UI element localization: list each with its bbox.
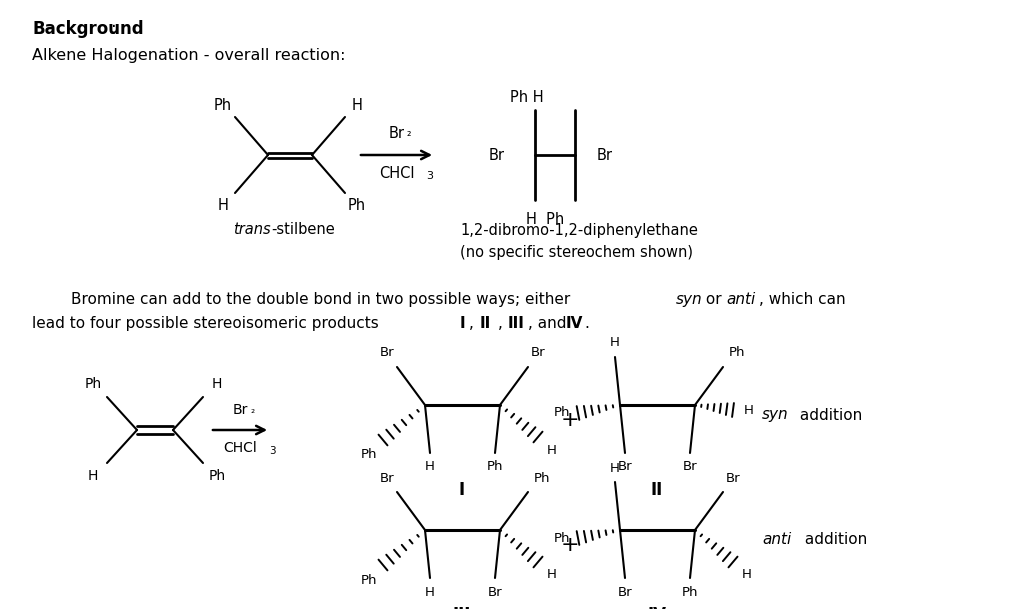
Text: :: : xyxy=(111,20,117,38)
Text: syn: syn xyxy=(676,292,702,307)
Text: ,: , xyxy=(469,316,479,331)
Text: H: H xyxy=(547,568,557,582)
Text: lead to four possible stereoisomeric products: lead to four possible stereoisomeric pro… xyxy=(32,316,384,331)
Text: Br: Br xyxy=(597,147,613,163)
Text: syn: syn xyxy=(762,407,788,423)
Text: (no specific stereochem shown): (no specific stereochem shown) xyxy=(460,244,693,259)
Text: H: H xyxy=(610,462,620,474)
Text: ,: , xyxy=(498,316,508,331)
Text: Br: Br xyxy=(489,147,505,163)
Text: +: + xyxy=(561,535,580,555)
Text: addition: addition xyxy=(795,407,862,423)
Text: , which can: , which can xyxy=(759,292,846,307)
Text: H: H xyxy=(742,568,752,582)
Text: CHCl: CHCl xyxy=(379,166,415,180)
Text: Ph: Ph xyxy=(214,97,232,113)
Text: 3: 3 xyxy=(269,446,275,456)
Text: trans: trans xyxy=(233,222,271,238)
Text: H  Ph: H Ph xyxy=(526,213,564,228)
Text: 3: 3 xyxy=(426,171,433,181)
Text: H: H xyxy=(425,460,435,474)
Text: H: H xyxy=(425,585,435,599)
Text: Ph: Ph xyxy=(348,197,366,213)
Text: anti: anti xyxy=(726,292,756,307)
Text: Background: Background xyxy=(32,20,143,38)
Text: ₂: ₂ xyxy=(407,128,412,138)
Text: , and: , and xyxy=(528,316,571,331)
Text: Ph: Ph xyxy=(682,585,698,599)
Text: Br: Br xyxy=(617,460,632,474)
Text: H: H xyxy=(88,469,98,483)
Text: anti: anti xyxy=(762,532,792,547)
Text: Ph: Ph xyxy=(209,469,225,483)
Text: Br: Br xyxy=(380,471,394,485)
Text: Br: Br xyxy=(232,403,248,417)
Text: H: H xyxy=(744,404,754,417)
Text: H: H xyxy=(212,377,222,391)
Text: Br: Br xyxy=(726,471,740,485)
Text: I: I xyxy=(459,481,465,499)
Text: -stilbene: -stilbene xyxy=(271,222,335,238)
Text: Ph H: Ph H xyxy=(510,91,544,105)
Text: Ph: Ph xyxy=(554,532,570,544)
Text: +: + xyxy=(561,410,580,430)
Text: Br: Br xyxy=(389,125,406,141)
Text: Ph: Ph xyxy=(534,471,550,485)
Text: Ph: Ph xyxy=(360,574,377,586)
Text: Br: Br xyxy=(530,347,546,359)
Text: Ph: Ph xyxy=(729,347,745,359)
Text: IV: IV xyxy=(566,316,584,331)
Text: III: III xyxy=(453,606,471,609)
Text: .: . xyxy=(584,316,589,331)
Text: H: H xyxy=(610,337,620,350)
Text: Ph: Ph xyxy=(84,377,101,391)
Text: Ph: Ph xyxy=(360,448,377,462)
Text: H: H xyxy=(351,97,362,113)
Text: H: H xyxy=(217,197,228,213)
Text: 1,2-dibromo-1,2-diphenylethane: 1,2-dibromo-1,2-diphenylethane xyxy=(460,222,698,238)
Text: Ph: Ph xyxy=(554,406,570,420)
Text: Bromine can add to the double bond in two possible ways; either: Bromine can add to the double bond in tw… xyxy=(32,292,575,307)
Text: H: H xyxy=(547,443,557,457)
Text: I: I xyxy=(460,316,466,331)
Text: Br: Br xyxy=(380,347,394,359)
Text: II: II xyxy=(480,316,492,331)
Text: Br: Br xyxy=(617,585,632,599)
Text: Br: Br xyxy=(683,460,697,474)
Text: Ph: Ph xyxy=(486,460,503,474)
Text: Alkene Halogenation - overall reaction:: Alkene Halogenation - overall reaction: xyxy=(32,48,345,63)
Text: addition: addition xyxy=(800,532,867,547)
Text: ₂: ₂ xyxy=(250,405,254,415)
Text: IV: IV xyxy=(647,606,667,609)
Text: II: II xyxy=(651,481,664,499)
Text: CHCl: CHCl xyxy=(223,441,257,455)
Text: III: III xyxy=(508,316,525,331)
Text: Br: Br xyxy=(487,585,503,599)
Text: or: or xyxy=(701,292,726,307)
